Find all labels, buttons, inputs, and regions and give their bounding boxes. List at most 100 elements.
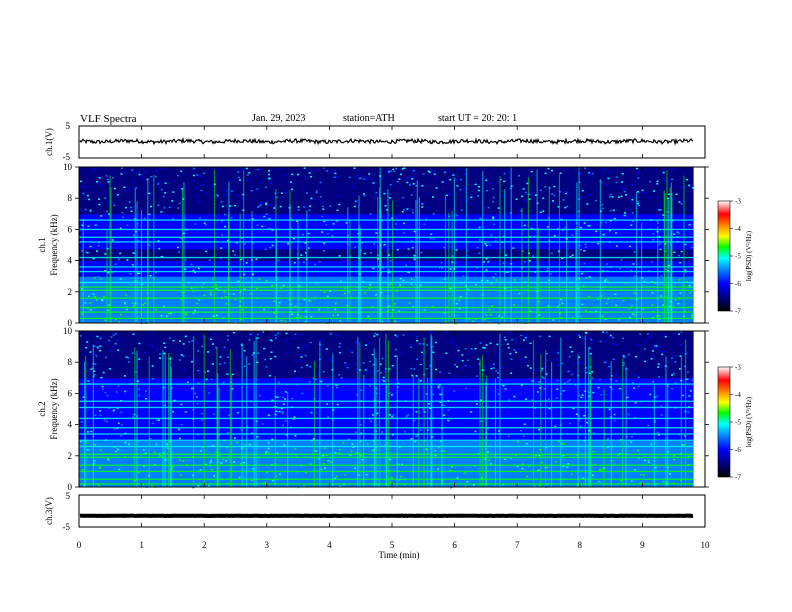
spectrogram-cell [691,379,694,381]
spectrogram-cell [646,333,649,335]
spectrogram-cell [590,338,593,341]
spectrogram-cell [89,209,92,212]
spectrogram-cell [601,315,604,318]
spectrogram-cell [209,293,212,296]
spectrogram-cell [399,284,402,286]
spectrogram-cell [95,250,98,252]
spectrogram-cell [334,172,337,175]
spectrogram-cell [623,239,626,241]
spectrogram-cell [656,278,659,280]
spectrogram-cell [567,361,570,363]
spectrogram-cell [635,355,638,358]
spectrogram-cell [623,387,626,390]
spectrogram-cell [172,191,175,193]
spectrogram-cell [390,476,393,479]
spectrogram-cell [398,273,401,276]
spectrogram-cell [369,213,372,215]
spectrogram-cell [300,427,303,430]
spectrogram-cell [619,440,622,442]
spectrogram-cell [471,320,474,322]
spectrogram-cell [353,245,356,247]
spectrogram-cell [298,480,301,483]
spectrogram-cell [571,234,574,236]
spectrogram-cell [569,370,572,373]
spectrogram-cell [419,310,422,312]
spectrogram-cell [565,205,568,208]
spectrogram-cell [105,175,108,177]
spectrogram-cell [534,194,537,196]
spectrogram-cell [638,234,641,236]
spectrogram-cell [269,182,272,185]
spectrogram-cell [131,169,134,171]
spectrogram-cell [515,198,518,201]
spectrogram-cell [297,209,300,211]
spectrogram-cell [565,451,568,453]
spectrogram-cell [132,333,135,335]
spectrogram-cell [312,377,315,379]
spectrogram-cell [219,259,222,261]
spectrogram-cell [259,203,262,206]
spectrogram-cell [608,171,611,174]
spectrogram-cell [318,308,321,311]
spectrogram-cell [164,192,167,194]
spectrogram-cell [637,225,640,227]
spectrogram-cell [608,408,611,411]
spectrogram-cell [637,202,640,205]
spectrogram-cell [112,410,115,413]
spectrogram-cell [447,419,450,422]
ch1-colorbar: -3-4-5-6-7 log(PSD) (V²/Hz) [717,198,753,316]
spectrogram-cell [630,201,633,203]
spectrogram-cell [688,291,691,294]
spectrogram-cell [561,442,564,445]
spectrogram-cell [383,261,386,264]
spectrogram-cell [96,454,99,456]
spectrogram-band-line [79,297,694,299]
spectrogram-band [79,237,694,242]
spectrogram-cell [368,319,371,321]
spectrogram-cell [272,390,275,392]
spectrogram-cell [657,366,660,368]
spectrogram-cell [257,189,260,191]
spectrogram-cell [486,471,489,474]
spectrogram-cell [364,175,367,178]
spectrogram-cell [80,313,83,315]
spectrogram-streak [396,355,398,487]
spectrogram-cell [405,264,408,266]
spectrogram-cell [561,362,564,364]
spectrogram-cell [336,220,339,222]
spectrogram-cell [625,321,628,324]
spectrogram-cell [156,419,159,422]
spectrogram-cell [197,443,200,445]
spectrogram-streak [657,226,659,323]
spectrogram-cell [594,310,597,312]
spectrogram-cell [489,182,492,185]
spectrogram-cell [192,269,195,272]
spectrogram-cell [131,264,134,266]
colorbar-tick-label: -3 [735,198,741,206]
spectrogram-cell [216,194,219,196]
spectrogram-cell [297,346,300,349]
spectrogram-band [79,182,694,187]
spectrogram-cell [295,316,298,319]
spectrogram-cell [628,245,631,248]
spectrogram-streak [610,361,612,487]
spectrogram-cell [316,247,319,249]
spectrogram-cell [611,375,614,377]
spectrogram-cell [600,221,603,224]
spectrogram-cell [517,441,520,443]
spectrogram-cell [196,485,199,487]
spectrogram-cell [591,370,594,373]
spectrogram-cell [84,186,87,188]
spectrogram-cell [307,247,310,249]
spectrogram-cell [513,349,516,351]
spectrogram-cell [264,358,267,361]
spectrogram-band [79,268,694,273]
spectrogram-cell [557,440,560,443]
spectrogram-cell [308,450,311,452]
spectrogram-streak [347,207,349,323]
spectrogram-cell [605,183,608,186]
spectrogram-streak [110,187,112,323]
spectrogram-cell [605,331,608,334]
spectrogram-cell [376,333,379,336]
